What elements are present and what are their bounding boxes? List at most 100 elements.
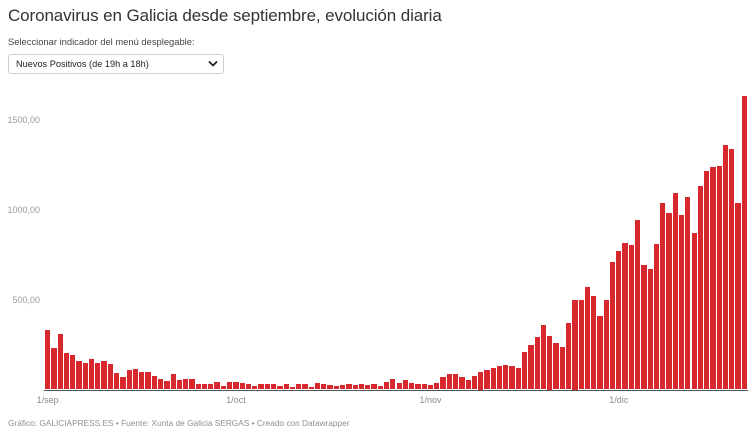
bar <box>565 322 572 390</box>
indicator-dropdown[interactable]: Nuevos Positivos (de 19h a 18h) <box>8 54 224 74</box>
bar <box>710 166 716 390</box>
bar <box>534 336 540 390</box>
bar <box>308 386 314 390</box>
bar <box>189 379 195 390</box>
bar <box>402 379 409 390</box>
bar <box>515 367 522 390</box>
bar <box>57 333 63 390</box>
bar <box>101 360 107 390</box>
bar <box>691 232 697 390</box>
bar <box>697 186 704 390</box>
bar <box>95 363 101 390</box>
bar <box>70 354 76 390</box>
bar <box>333 385 339 390</box>
bar <box>139 371 145 390</box>
bar <box>126 369 132 390</box>
bar <box>434 382 440 390</box>
bar <box>597 315 603 390</box>
x-tick-label: 1/oct <box>226 395 246 405</box>
bar <box>132 369 139 390</box>
y-tick-label: 500,00 <box>12 294 40 305</box>
bar <box>88 358 95 390</box>
bar <box>704 170 710 390</box>
bar <box>252 385 258 390</box>
bar <box>270 383 277 390</box>
bar <box>114 373 120 390</box>
bar <box>390 378 396 390</box>
bar <box>716 166 722 390</box>
bar <box>522 351 528 390</box>
bar <box>383 381 390 390</box>
bar <box>327 385 333 390</box>
bar <box>233 381 239 390</box>
bar <box>289 387 296 390</box>
bar <box>584 286 591 390</box>
bar <box>377 385 383 390</box>
bar <box>157 379 164 390</box>
bar <box>509 365 515 390</box>
bar <box>729 149 735 390</box>
bar <box>176 380 183 390</box>
y-tick-label: 1500,00 <box>7 114 40 125</box>
bar <box>371 383 377 390</box>
bar <box>195 384 201 390</box>
bar <box>352 384 358 390</box>
bar <box>540 324 547 390</box>
bar <box>170 374 176 390</box>
bar <box>277 385 283 390</box>
y-tick-label: 1000,00 <box>7 204 40 215</box>
bar <box>239 383 245 390</box>
bar <box>578 300 584 390</box>
bar <box>302 384 308 390</box>
bar <box>622 243 628 390</box>
x-tick-label: 1/nov <box>419 395 442 405</box>
bar <box>145 372 151 390</box>
bar <box>164 381 170 390</box>
chart-title: Coronavirus en Galicia desde septiembre,… <box>8 6 442 25</box>
bar <box>559 347 565 390</box>
bar <box>722 145 729 390</box>
bar <box>120 376 126 390</box>
bar <box>82 363 88 390</box>
bar <box>503 365 509 390</box>
dropdown-label: Seleccionar indicador del menú desplegab… <box>8 36 195 47</box>
bar <box>314 383 321 390</box>
bar <box>264 383 270 390</box>
bar <box>572 299 578 390</box>
bar <box>409 383 415 390</box>
bar <box>741 96 747 390</box>
bar <box>678 215 685 390</box>
bar <box>296 384 302 390</box>
bar <box>672 192 678 390</box>
bar <box>321 384 327 390</box>
bar <box>45 330 51 390</box>
bar <box>396 383 402 390</box>
bar <box>63 352 70 390</box>
indicator-dropdown-wrapper[interactable]: Nuevos Positivos (de 19h a 18h) <box>8 54 224 74</box>
bar <box>547 335 553 390</box>
bar <box>283 384 289 390</box>
bar <box>452 374 459 390</box>
bar <box>258 384 264 390</box>
bar <box>245 384 252 390</box>
x-tick-label: 1/sep <box>36 395 59 405</box>
bar <box>653 244 660 390</box>
bar <box>107 363 114 390</box>
bar <box>421 384 427 390</box>
bar <box>446 374 452 390</box>
bar <box>214 382 220 390</box>
bar <box>685 197 691 390</box>
bar <box>51 347 57 390</box>
bar <box>666 212 672 390</box>
bar <box>616 250 622 390</box>
bar <box>496 365 503 390</box>
bar <box>151 376 157 390</box>
bar <box>415 383 421 390</box>
bar <box>76 361 82 390</box>
bar <box>528 345 534 390</box>
bar <box>603 299 609 390</box>
bar <box>208 384 214 390</box>
bar <box>427 384 434 390</box>
bar <box>183 379 189 390</box>
